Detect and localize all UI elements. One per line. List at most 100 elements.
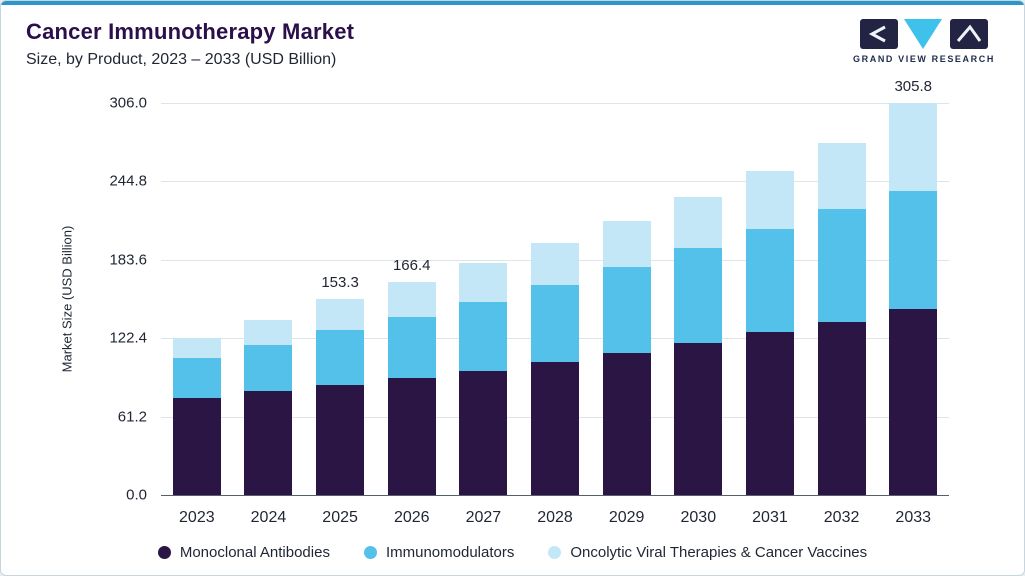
bar-segment (817, 142, 866, 210)
legend-swatch-icon (363, 546, 377, 559)
stacked-bar-2033 (889, 103, 938, 495)
bar-segment (459, 370, 508, 495)
y-axis-title: Market Size (USD Billion) (59, 225, 75, 373)
bar-group-2030: 2030 (662, 103, 734, 526)
bar-group-2029: 2029 (591, 103, 663, 526)
bars-container: 2023 2024 153.3 2025 166.4 2026 2027 2028 2029 20… (161, 78, 949, 526)
value-label: 305.8 (894, 78, 932, 96)
bar-group-2032: 2032 (806, 103, 878, 526)
x-tick-label: 2031 (752, 509, 788, 526)
logo-text: GRAND VIEW RESEARCH (853, 54, 995, 64)
logo-mark-icon (860, 19, 988, 49)
x-tick-label: 2029 (608, 509, 645, 526)
gridline (161, 181, 949, 183)
bar-segment (602, 352, 651, 495)
bar-segment (172, 357, 221, 398)
bar-group-2033: 305.8 2033 (877, 78, 949, 526)
titles: Cancer Immunotherapy Market Size, by Pro… (26, 19, 354, 69)
bar-segment (387, 316, 436, 379)
bar-segment (316, 329, 365, 385)
x-tick-label: 2027 (465, 509, 502, 526)
legend-swatch-icon (548, 546, 562, 559)
y-tick-label: 61.2 (117, 408, 147, 426)
legend-label: Oncolytic Viral Therapies & Cancer Vacci… (570, 544, 868, 561)
bar-segment (674, 196, 723, 248)
stacked-bar-2026 (387, 281, 436, 495)
bar-segment (889, 103, 938, 192)
y-tick-label: 122.4 (109, 329, 147, 347)
legend-swatch-icon (157, 546, 171, 559)
bar-group-2026: 166.4 2026 (376, 103, 448, 526)
x-tick-label: 2032 (823, 509, 860, 526)
bar-segment (172, 338, 221, 358)
bar-segment (459, 301, 508, 371)
legend-item: Oncolytic Viral Therapies & Cancer Vacci… (548, 544, 867, 561)
bar-segment (459, 263, 508, 302)
bar-segment (531, 242, 580, 285)
bar-segment (817, 209, 866, 323)
bar-segment (316, 384, 365, 495)
bar-segment (602, 220, 651, 267)
bar-group-2028: 2028 (519, 103, 591, 526)
y-tick-label: 306.0 (109, 94, 147, 112)
legend-label: Immunomodulators (385, 544, 515, 561)
stacked-bar-2031 (745, 170, 794, 495)
x-tick-label: 2030 (680, 509, 717, 526)
bar-segment (531, 284, 580, 362)
y-tick-label: 244.8 (109, 172, 147, 190)
header: Cancer Immunotherapy Market Size, by Pro… (26, 19, 999, 69)
bar-group-2027: 2027 (448, 103, 520, 526)
bar-segment (387, 281, 436, 317)
x-tick-label: 2033 (895, 509, 932, 526)
x-tick-label: 2026 (393, 509, 430, 526)
stacked-bar-2024 (244, 319, 293, 495)
bar-segment (674, 342, 723, 495)
top-accent-bar (1, 1, 1024, 5)
chart-subtitle: Size, by Product, 2023 – 2033 (USD Billi… (26, 51, 337, 68)
bar-segment (316, 298, 365, 330)
stacked-bar-2027 (459, 263, 508, 495)
bar-group-2025: 153.3 2025 (304, 103, 376, 526)
value-label: 153.3 (321, 273, 359, 291)
stacked-bar-2023 (172, 338, 221, 495)
bar-segment (889, 191, 938, 310)
gridline (161, 103, 949, 104)
stacked-bar-2025 (316, 298, 365, 495)
value-label: 166.4 (392, 256, 431, 274)
stacked-bar-2030 (674, 196, 723, 495)
bar-segment (602, 266, 651, 353)
bar-segment (817, 322, 866, 495)
x-tick-label: 2024 (250, 509, 287, 526)
x-tick-label: 2023 (179, 509, 215, 526)
bar-segment (244, 391, 293, 495)
bar-group-2031: 2031 (734, 103, 806, 526)
stacked-bar-2029 (602, 220, 651, 495)
legend-item: Immunomodulators (363, 544, 515, 561)
bar-segment (674, 247, 723, 343)
x-tick-label: 2028 (537, 509, 573, 526)
bar-segment (172, 397, 221, 495)
bar-segment (889, 309, 938, 495)
bar-segment (387, 378, 436, 495)
chart-title: Cancer Immunotherapy Market (26, 19, 355, 44)
legend-label: Monoclonal Antibodies (179, 544, 330, 561)
legend: Monoclonal Antibodies Immunomodulators Onc… (1, 544, 1024, 561)
bar-segment (244, 319, 293, 346)
bar-group-2023: 2023 (161, 103, 233, 526)
bar-group-2024: 2024 (233, 103, 305, 526)
y-tick-label: 0.0 (126, 486, 147, 504)
bar-segment (531, 361, 580, 495)
bar-segment (745, 332, 794, 495)
bar-segment (745, 170, 794, 229)
plot-area: 306.0 244.8 183.6 122.4 61.2 0.0 2023 2024 153.3… (109, 78, 949, 526)
stacked-bar-2028 (531, 242, 580, 495)
legend-item: Monoclonal Antibodies (157, 544, 330, 561)
stacked-bar-2032 (817, 142, 866, 495)
gridline (161, 495, 949, 496)
grand-view-research-logo: GRAND VIEW RESEARCH (849, 19, 999, 64)
x-tick-label: 2025 (322, 509, 358, 526)
bar-segment (244, 345, 293, 392)
bar-segment (745, 228, 794, 333)
